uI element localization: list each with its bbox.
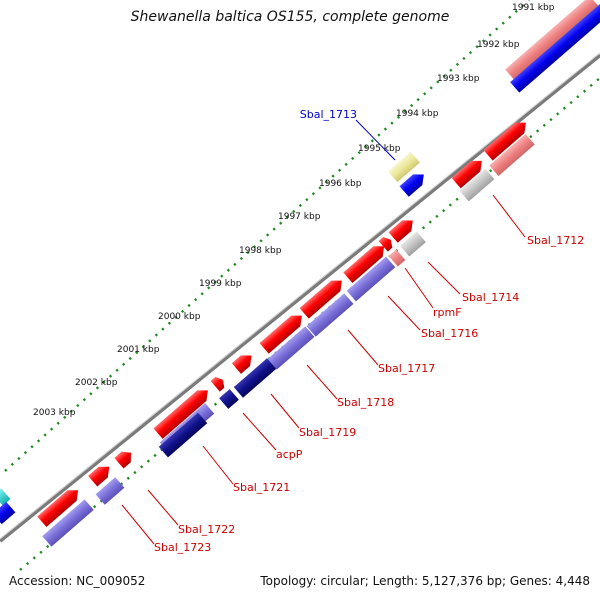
cds-red-1716 bbox=[343, 246, 385, 284]
feature-navy-1721 bbox=[158, 412, 208, 458]
map-title: Shewanella baltica OS155, complete genom… bbox=[130, 9, 450, 25]
gene-label-sbal_1719: Sbal_1719 bbox=[299, 426, 356, 439]
callout-line-sbal_1719 bbox=[270, 393, 300, 429]
gene-label-sbal_1713: Sbal_1713 bbox=[300, 108, 357, 121]
callout-line-sbal_1714 bbox=[427, 261, 461, 295]
feature-pink-rpmf bbox=[388, 249, 406, 267]
feature-blue-1713 bbox=[399, 174, 424, 197]
gene-label-acpp: acpP bbox=[276, 448, 303, 461]
feature-blue-top bbox=[510, 3, 600, 93]
genome-summary-text: Topology: circular; Length: 5,127,376 bp… bbox=[260, 574, 590, 588]
tick-label-9: 2000 kbp bbox=[158, 312, 201, 322]
tick-label-10: 2001 kbp bbox=[117, 345, 160, 355]
cds-red-1718 bbox=[259, 315, 302, 354]
gene-label-sbal_1722: Sbal_1722 bbox=[178, 523, 235, 536]
callout-line-sbal_1721 bbox=[202, 445, 234, 485]
accession-text: Accession: NC_009052 bbox=[9, 574, 146, 588]
tick-label-5: 1996 kbp bbox=[319, 179, 362, 189]
gene-label-sbal_1718: Sbal_1718 bbox=[337, 396, 394, 409]
gene-label-sbal_1714: Sbal_1714 bbox=[462, 291, 519, 304]
tick-label-3: 1994 kbp bbox=[396, 109, 439, 119]
gene-label-rpmf: rpmF bbox=[433, 306, 462, 319]
tick-label-11: 2002 kbp bbox=[75, 378, 118, 388]
feature-grey-1714 bbox=[400, 231, 426, 257]
tick-label-4: 1995 kbp bbox=[358, 144, 401, 154]
feature-purple-1723 bbox=[42, 499, 94, 547]
gene-label-sbal_1723: Sbal_1723 bbox=[154, 541, 211, 554]
outer-dotted-ring bbox=[4, 0, 530, 472]
feature-blue-edge bbox=[0, 501, 16, 525]
feature-purple-1718 bbox=[267, 326, 315, 370]
tick-label-1: 1992 kbp bbox=[477, 40, 520, 50]
callout-line-sbal_1713 bbox=[355, 119, 396, 161]
cds-red-acpp bbox=[210, 377, 225, 392]
gene-label-sbal_1712: Sbal_1712 bbox=[527, 234, 584, 247]
cds-red-1717 bbox=[299, 280, 342, 319]
cds-red-1722a bbox=[114, 451, 132, 469]
callout-line-rpmf bbox=[404, 267, 434, 309]
callout-line-sbal_1722 bbox=[147, 489, 179, 526]
tick-label-6: 1997 kbp bbox=[278, 212, 321, 222]
cds-red-1722b bbox=[88, 466, 110, 487]
tick-label-7: 1998 kbp bbox=[239, 246, 282, 256]
gene-label-sbal_1717: Sbal_1717 bbox=[378, 362, 435, 375]
callout-line-sbal_1718 bbox=[306, 364, 338, 400]
feature-navy-acpp bbox=[219, 389, 239, 409]
cds-red-1723 bbox=[37, 490, 79, 528]
feature-yellow-1713 bbox=[388, 151, 420, 183]
feature-pink-top bbox=[505, 0, 599, 81]
tick-label-12: 2003 kbp bbox=[33, 408, 76, 418]
feature-navy-1719 bbox=[233, 358, 277, 398]
gene-label-sbal_1716: Sbal_1716 bbox=[421, 327, 478, 340]
tick-label-2: 1993 kbp bbox=[437, 74, 480, 84]
cds-red-1719 bbox=[231, 355, 252, 374]
cds-red-top-b bbox=[451, 160, 482, 189]
tick-label-0: 1991 kbp bbox=[512, 3, 555, 13]
cds-red-1721 bbox=[153, 390, 208, 439]
cds-red-small bbox=[378, 237, 393, 252]
callout-line-sbal_1712 bbox=[492, 194, 526, 238]
gene-label-sbal_1721: Sbal_1721 bbox=[233, 481, 290, 494]
callout-line-sbal_1723 bbox=[121, 504, 155, 545]
callout-line-acpp bbox=[242, 412, 277, 451]
feature-purple-1717 bbox=[306, 293, 354, 337]
cds-red-1714 bbox=[388, 220, 413, 243]
feature-cyan-edge bbox=[0, 488, 11, 506]
feature-purple-1722 bbox=[95, 477, 125, 505]
callout-line-sbal_1716 bbox=[387, 295, 421, 331]
feature-purple-1716 bbox=[346, 256, 396, 302]
feature-pink-1712 bbox=[489, 133, 535, 177]
cds-red-top-a bbox=[483, 122, 526, 161]
tick-label-8: 1999 kbp bbox=[199, 279, 242, 289]
callout-line-sbal_1717 bbox=[347, 329, 379, 366]
feature-grey-1712 bbox=[459, 168, 495, 202]
